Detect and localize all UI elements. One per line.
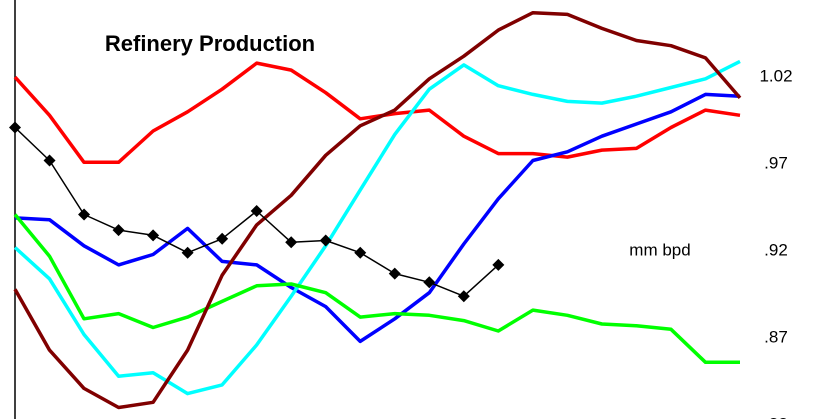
marker xyxy=(492,258,505,271)
marker xyxy=(285,236,298,249)
marker xyxy=(319,234,332,247)
y-tick-label: .82 xyxy=(764,414,788,419)
marker xyxy=(457,290,470,303)
marker xyxy=(78,208,91,221)
marker xyxy=(9,121,21,134)
marker xyxy=(181,246,194,259)
marker xyxy=(388,267,401,280)
marker xyxy=(354,246,367,259)
marker xyxy=(112,224,125,237)
y-tick-label: .87 xyxy=(764,327,788,346)
marker xyxy=(250,204,263,217)
series-line xyxy=(13,10,742,410)
series-line xyxy=(13,213,740,365)
y-tick-label: 1.02 xyxy=(759,67,792,86)
series-line xyxy=(13,61,741,165)
marker xyxy=(423,276,436,289)
marker xyxy=(147,229,160,242)
marker xyxy=(216,232,229,245)
marker xyxy=(43,154,56,167)
annotation: mm bpd xyxy=(629,240,690,259)
y-tick-label: .97 xyxy=(764,154,788,173)
y-tick-label: .92 xyxy=(764,240,788,259)
series-line xyxy=(14,92,741,344)
series-line xyxy=(13,59,741,396)
chart-title: Refinery Production xyxy=(105,31,315,56)
